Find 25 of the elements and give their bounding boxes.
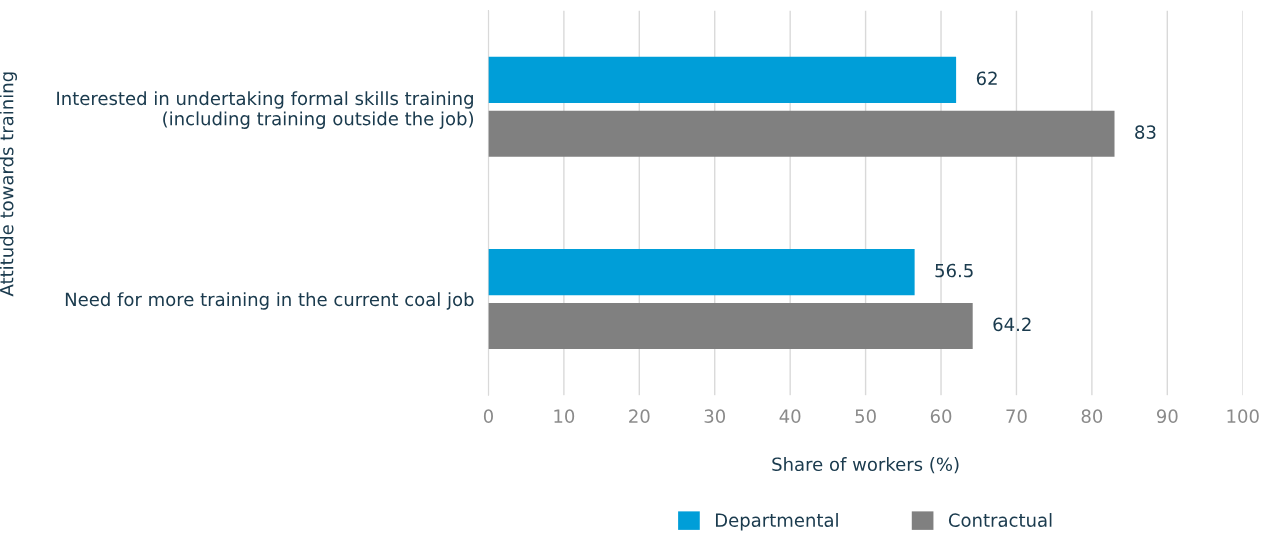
x-tick-label: 20: [629, 409, 650, 424]
bar: [488, 249, 915, 296]
legend-label: Contractual: [948, 513, 1052, 527]
y-tick-label: Need for more training in the current coal job: [65, 292, 474, 310]
x-tick-label: 40: [779, 409, 801, 424]
y-axis-title: Attitude towards training: [0, 72, 18, 297]
x-tick-label: 90: [1156, 409, 1178, 424]
x-tick-label: 10: [554, 409, 575, 424]
x-tick-label: 0: [483, 409, 493, 424]
bar: [488, 56, 957, 103]
x-tick-label: 30: [704, 409, 726, 424]
x-tick-label: 60: [930, 409, 952, 424]
x-axis-title: Share of workers (%): [772, 457, 959, 474]
x-tick-label: 70: [1006, 409, 1027, 424]
x-tick-label: 80: [1081, 409, 1103, 424]
x-tick-label: 50: [855, 409, 876, 424]
data-label: 62: [976, 71, 997, 86]
data-label: 56.5: [935, 263, 973, 278]
bar: [488, 302, 973, 350]
x-tick-label: 100: [1227, 409, 1259, 424]
y-tick-label: Interested in undertaking formal skills training (including training outside the job): [57, 91, 474, 129]
data-label: 83: [1135, 125, 1156, 139]
data-label: 64.2: [993, 317, 1031, 332]
bar: [488, 110, 1115, 157]
legend-label: Departmental: [715, 513, 838, 531]
